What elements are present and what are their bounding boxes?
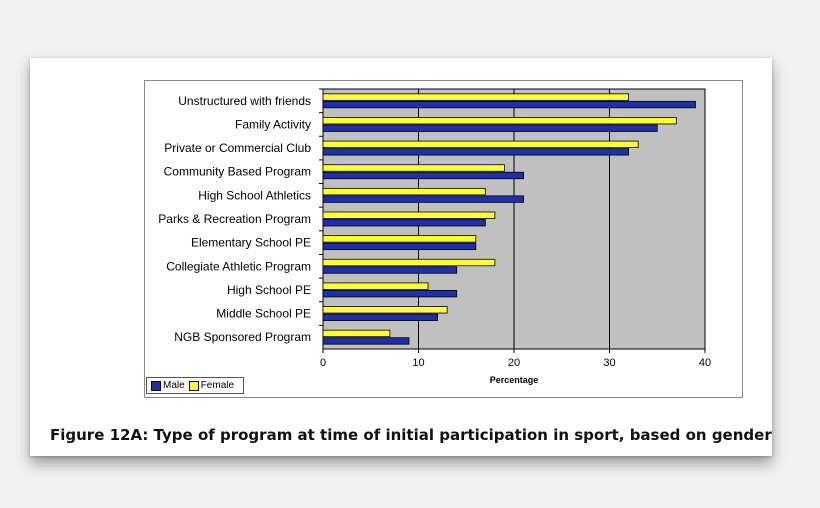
bar-female-9 <box>322 306 448 314</box>
legend-swatch-female <box>188 380 199 391</box>
category-label-2: Private or Commercial Club <box>164 141 311 155</box>
bar-female-2 <box>322 140 639 148</box>
legend-item-female: Female <box>188 380 235 391</box>
bar-male-7 <box>322 266 458 274</box>
category-label-9: Middle School PE <box>216 307 311 321</box>
bar-female-6 <box>322 235 477 243</box>
category-label-3: Community Based Program <box>164 165 311 179</box>
bar-male-10 <box>322 337 410 345</box>
bar-female-0 <box>322 93 630 101</box>
category-label-7: Collegiate Athletic Program <box>166 259 311 273</box>
bar-male-4 <box>322 195 524 203</box>
chart-frame: 0 10 20 30 40 Percentage Unstructured with fri… <box>144 80 743 398</box>
figure-caption: Figure 12A: Type of program at time of i… <box>50 426 772 444</box>
legend-label-female: Female <box>200 380 235 391</box>
category-label-1: Family Activity <box>235 117 311 131</box>
bar-female-7 <box>322 258 496 267</box>
bar-female-8 <box>322 282 429 290</box>
tick-label-x-10: 10 <box>412 357 424 369</box>
bar-female-4 <box>322 187 486 196</box>
bar-male-6 <box>322 242 477 251</box>
bar-female-5 <box>322 211 496 219</box>
legend-swatch-male <box>151 380 161 391</box>
legend-item-male: Male <box>151 380 185 391</box>
tick-label-x-30: 30 <box>603 357 615 369</box>
figure-card: 0 10 20 30 40 Percentage Unstructured with fri… <box>30 58 772 456</box>
x-axis-label: Percentage <box>490 375 539 385</box>
category-label-4: High School Athletics <box>198 188 311 202</box>
bar-male-2 <box>322 148 630 156</box>
bar-male-9 <box>322 313 438 321</box>
category-label-0: Unstructured with friends <box>178 94 311 108</box>
bar-male-1 <box>322 124 658 132</box>
category-label-10: NGB Sponsored Program <box>174 330 311 344</box>
tick-label-x-0: 0 <box>320 357 326 369</box>
legend: Male Female <box>146 377 244 394</box>
bar-male-5 <box>322 219 486 227</box>
bar-male-3 <box>322 171 524 180</box>
bar-female-3 <box>322 164 505 172</box>
legend-label-male: Male <box>163 380 185 391</box>
tick-label-x-40: 40 <box>699 357 711 369</box>
bar-chart: 0 10 20 30 40 Percentage Unstructured with fri… <box>158 88 711 385</box>
category-label-8: High School PE <box>227 283 311 297</box>
bar-female-10 <box>322 329 391 338</box>
bar-male-8 <box>322 290 458 298</box>
bar-male-0 <box>322 100 696 109</box>
bar-female-1 <box>322 117 677 125</box>
category-label-5: Parks & Recreation Program <box>158 212 311 226</box>
category-label-6: Elementary School PE <box>191 236 311 250</box>
tick-label-x-20: 20 <box>508 357 520 369</box>
